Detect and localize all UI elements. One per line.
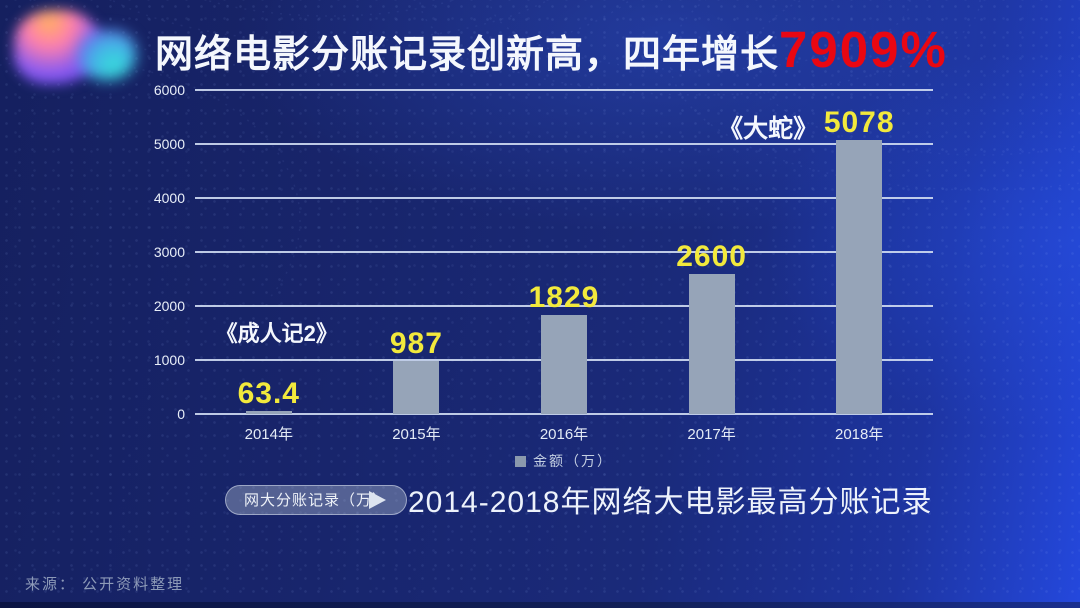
gridline-0 (195, 413, 933, 415)
y-tick-label: 4000 (153, 190, 185, 206)
x-tick-label: 2018年 (835, 426, 884, 443)
chart-legend: 金额（万） (195, 451, 933, 471)
title-text: 网络电影分账记录创新高，四年增长 (155, 34, 780, 76)
legend-swatch-icon (515, 455, 526, 467)
y-tick-label: 1000 (153, 352, 185, 368)
bar-value-label: 63.4 (237, 376, 300, 410)
gridline-3000 (195, 251, 933, 253)
bar-2016年 (541, 315, 587, 414)
bar-value-label: 1829 (528, 281, 600, 315)
bar-value-label: 2600 (676, 239, 747, 273)
x-tick-label: 2015年 (392, 426, 441, 443)
gridline-4000 (195, 197, 933, 199)
y-tick-label: 3000 (153, 244, 185, 260)
bar-value-label: 987 (389, 326, 443, 360)
bar-value-label: 5078 (823, 105, 895, 139)
bar-2017年 (688, 273, 735, 414)
annotation-label: 《大蛇》 (718, 114, 819, 143)
title-highlight: 7909% (779, 21, 948, 78)
gridline-5000 (195, 143, 933, 145)
logo-blob-side (78, 30, 136, 80)
logo (6, 2, 141, 102)
bottom-strip (0, 602, 1080, 608)
source-note: 来源： 公开资料整理 (25, 576, 185, 593)
bar-2015年 (393, 360, 440, 414)
chart-caption: 2014-2018年网络大电影最高分账记录 (408, 486, 933, 519)
y-tick-label: 5000 (153, 136, 185, 152)
y-tick-label: 0 (177, 406, 185, 422)
legend-label: 金额（万） (533, 453, 613, 469)
x-tick-label: 2014年 (244, 426, 293, 443)
y-tick-label: 2000 (153, 298, 185, 314)
bar-2014年 (245, 410, 292, 414)
arrow-right-icon (369, 491, 386, 509)
page-title: 网络电影分账记录创新高，四年增长7909% (155, 20, 948, 79)
annotation-label: 《成人记2》 (215, 320, 338, 346)
y-tick-label: 6000 (153, 82, 185, 98)
gridline-2000 (195, 305, 933, 307)
gridline-6000 (195, 89, 933, 91)
x-tick-label: 2017年 (687, 426, 736, 443)
bar-2018年 (836, 139, 883, 414)
x-tick-label: 2016年 (539, 426, 589, 443)
